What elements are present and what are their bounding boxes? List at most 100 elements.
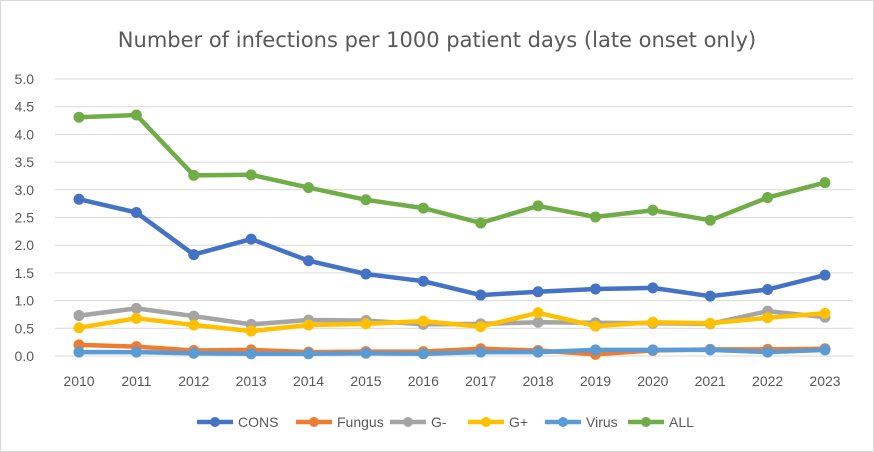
data-point: [762, 312, 774, 324]
data-point: [704, 317, 716, 329]
x-tick-label: 2013: [236, 373, 267, 389]
x-tick-label: 2016: [408, 373, 439, 389]
x-tick-label: 2020: [637, 373, 668, 389]
data-point: [704, 214, 716, 226]
data-point: [647, 316, 659, 328]
data-point: [589, 320, 601, 332]
x-tick-label: 2021: [695, 373, 726, 389]
legend-swatch-marker: [481, 417, 491, 427]
data-point: [130, 346, 142, 358]
data-point: [532, 316, 544, 328]
data-point: [762, 284, 774, 296]
y-tick-label: 4.5: [15, 99, 35, 115]
data-point: [417, 275, 429, 287]
y-tick-label: 3.0: [15, 182, 35, 198]
series-cons: [73, 193, 831, 302]
legend-swatch-marker: [641, 417, 651, 427]
series-all: [73, 109, 831, 229]
data-point: [762, 346, 774, 358]
data-point: [819, 344, 831, 356]
series-g-: [73, 307, 831, 337]
y-tick-label: 1.0: [15, 293, 35, 309]
data-point: [73, 310, 85, 322]
data-point: [647, 282, 659, 294]
legend-item: ALL: [628, 414, 694, 430]
x-tick-label: 2015: [350, 373, 381, 389]
y-tick-label: 0.0: [15, 348, 35, 364]
legend-item: Virus: [545, 414, 618, 430]
legend-item: G+: [468, 414, 528, 430]
y-axis: 0.0 0.5 1.0 1.5 2.0 2.5 3.0 3.5 4.0 4.5 5.0: [15, 71, 35, 364]
data-point: [589, 283, 601, 295]
data-point: [245, 169, 257, 181]
x-axis: 2010 2011 2012 2013 2014 2015 2016 2017 2018 2019…: [63, 373, 840, 389]
x-tick-label: 2023: [809, 373, 840, 389]
legend-item: Fungus: [296, 414, 384, 430]
legend-label: Virus: [586, 414, 618, 430]
legend-label: G+: [509, 414, 528, 430]
data-point: [417, 348, 429, 360]
data-point: [475, 217, 487, 229]
data-point: [762, 192, 774, 204]
data-point: [475, 346, 487, 358]
legend-item: G-: [390, 414, 447, 430]
data-point: [130, 109, 142, 121]
chart-title: Number of infections per 1000 patient da…: [118, 28, 756, 52]
data-point: [704, 344, 716, 356]
data-point: [73, 346, 85, 358]
series-line: [76, 347, 828, 357]
data-point: [589, 344, 601, 356]
y-tick-label: 2.0: [15, 237, 35, 253]
y-tick-label: 5.0: [15, 71, 35, 87]
legend-label: ALL: [669, 414, 694, 430]
data-point: [245, 233, 257, 245]
data-point: [417, 202, 429, 214]
data-point: [532, 346, 544, 358]
y-tick-label: 1.5: [15, 265, 35, 281]
data-point: [360, 194, 372, 206]
data-point: [704, 290, 716, 302]
data-point: [245, 325, 257, 337]
x-tick-label: 2012: [178, 373, 209, 389]
data-point: [303, 319, 315, 331]
data-point: [130, 207, 142, 219]
data-point: [245, 348, 257, 360]
data-point: [130, 312, 142, 324]
data-point: [532, 200, 544, 212]
series-line: [76, 196, 828, 299]
legend-label: CONS: [238, 414, 278, 430]
data-point: [417, 315, 429, 327]
data-point: [303, 255, 315, 267]
data-point: [188, 319, 200, 331]
legend-swatch-marker: [558, 417, 568, 427]
legend-label: Fungus: [337, 414, 384, 430]
x-tick-label: 2011: [121, 373, 151, 389]
data-point: [73, 193, 85, 205]
y-tick-label: 4.0: [15, 126, 35, 142]
x-tick-label: 2017: [465, 373, 496, 389]
legend-swatch-marker: [210, 417, 220, 427]
data-point: [475, 289, 487, 301]
series-line: [76, 310, 828, 334]
data-point: [532, 286, 544, 298]
x-tick-label: 2010: [63, 373, 94, 389]
data-point: [819, 269, 831, 281]
series-line: [76, 112, 828, 226]
data-point: [360, 347, 372, 359]
x-tick-label: 2018: [522, 373, 553, 389]
legend-swatch-marker: [309, 417, 319, 427]
y-tick-label: 2.5: [15, 210, 35, 226]
data-point: [589, 211, 601, 223]
y-tick-label: 0.5: [15, 320, 35, 336]
data-point: [73, 111, 85, 123]
data-point: [360, 268, 372, 280]
x-tick-label: 2022: [752, 373, 783, 389]
legend-item: CONS: [197, 414, 278, 430]
series-virus: [73, 344, 831, 360]
data-point: [73, 322, 85, 334]
x-tick-label: 2014: [293, 373, 324, 389]
data-point: [532, 307, 544, 319]
series-group: [73, 109, 831, 360]
